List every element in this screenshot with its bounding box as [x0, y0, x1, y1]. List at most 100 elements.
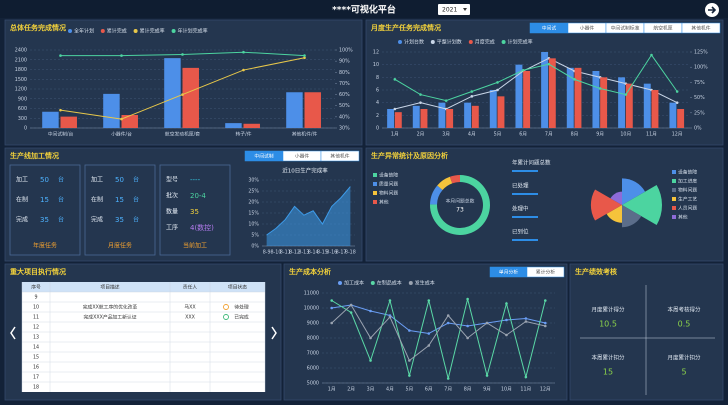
line-dot: [427, 344, 431, 347]
year-select[interactable]: [438, 4, 470, 15]
donut-slice: [437, 176, 453, 191]
y2-tick-label: 25%: [694, 110, 705, 116]
info-label: 数量: [166, 208, 178, 216]
area-line: [266, 186, 351, 236]
bar: [548, 58, 556, 129]
rose-slice: [622, 205, 642, 228]
tab[interactable]: [526, 266, 565, 278]
line-dot: [330, 321, 334, 325]
line-dot: [650, 53, 653, 57]
line-dot: [388, 315, 392, 319]
info-box: [159, 164, 231, 256]
legend-swatch: [338, 281, 342, 285]
y-tick-label: 5%: [251, 233, 259, 239]
y-tick-label: 15%: [248, 211, 259, 217]
tab-label[interactable]: 中间试: [542, 25, 557, 32]
y2-tick-label: 50%: [694, 95, 705, 101]
y2-tick-label: 90%: [339, 59, 350, 65]
line-dot: [349, 311, 353, 314]
y-tick-label: 10%: [248, 222, 259, 228]
bar: [164, 58, 181, 128]
tab-label[interactable]: 中间试制标准: [611, 25, 640, 32]
legend-swatch: [672, 179, 676, 183]
tab-label[interactable]: 小器件: [580, 25, 595, 32]
tab-label[interactable]: 其他机件: [330, 153, 349, 160]
line-dot: [543, 324, 547, 328]
info-label: 加工: [16, 176, 28, 184]
line-dot: [543, 321, 547, 325]
tab-label[interactable]: 累计分析: [536, 269, 555, 276]
legend-label: 人员问题: [678, 205, 697, 212]
table-cell: 12: [33, 325, 39, 331]
bar: [489, 90, 497, 128]
line-dot: [369, 336, 372, 340]
x-tick-label: 11月: [646, 132, 657, 138]
tab[interactable]: [320, 150, 360, 162]
line-dot: [466, 297, 469, 301]
donut-center-value: 73: [456, 207, 464, 214]
kpi-value: 5: [681, 368, 686, 377]
next-arrow[interactable]: [271, 326, 277, 340]
y2-tick-label: 0%: [694, 126, 702, 132]
line-dot: [242, 50, 245, 54]
line-dot: [470, 90, 474, 93]
legend-swatch: [373, 182, 377, 186]
y2-tick-label: 70%: [339, 81, 350, 87]
info-value: ----: [190, 176, 201, 184]
table-cell: 14: [33, 345, 39, 351]
kpi-value: 15: [603, 368, 613, 377]
tab-label[interactable]: 航空机匣: [653, 25, 672, 32]
bar: [420, 109, 428, 128]
info-unit: 台: [58, 216, 64, 224]
bar: [574, 67, 582, 128]
y-tick-label: 30%: [248, 178, 259, 184]
year-select-text: 2021: [442, 7, 457, 14]
info-unit: 台: [133, 196, 139, 204]
line-dot: [466, 324, 469, 328]
tab-label[interactable]: 单月分析: [499, 269, 518, 276]
x-tick-label: 航空发动机匣/套: [165, 131, 200, 138]
legend-label: 累计完成率: [140, 28, 165, 35]
y2-tick-label: 30%: [339, 126, 350, 132]
page-title: ****可视化平台: [332, 4, 396, 16]
x-tick-label: 4月: [468, 132, 476, 138]
line-dot: [181, 53, 184, 56]
bar: [677, 109, 685, 128]
prev-arrow[interactable]: [10, 326, 16, 340]
y-tick-label: 12: [373, 50, 379, 56]
line-dot: [470, 95, 474, 98]
legend-swatch: [373, 191, 377, 195]
legend-label: 平整计划数: [437, 39, 462, 46]
tab[interactable]: [681, 22, 721, 34]
info-footer: 当前加工: [183, 242, 207, 250]
bar: [394, 112, 402, 128]
line-dot: [675, 90, 679, 93]
x-tick-label: 中间试制/台: [48, 131, 74, 138]
line-dot: [393, 78, 397, 81]
info-label: 工序: [166, 224, 178, 232]
bar: [471, 105, 479, 128]
tab-label[interactable]: 中间试制: [254, 153, 273, 160]
line-dot: [444, 99, 448, 102]
y2-tick-label: 50%: [339, 103, 350, 109]
y2-tick-label: 60%: [339, 92, 350, 98]
panel-title: 总体任务完成情况: [10, 23, 66, 32]
y2-tick-label: 80%: [339, 70, 350, 76]
line-dot: [408, 359, 411, 362]
x-tick-label: 8-17: [336, 250, 347, 256]
line: [331, 298, 546, 379]
tab-label[interactable]: 其他机件: [691, 25, 710, 32]
legend-swatch: [373, 200, 377, 204]
legend-label: 质量问题: [379, 181, 398, 188]
legend-swatch: [672, 170, 676, 174]
panel-title: 月度生产任务完成情况: [370, 23, 441, 32]
info-label: 加工: [91, 176, 103, 184]
y2-tick-label: 75%: [694, 80, 705, 86]
bar: [412, 105, 420, 128]
stat-label: 年累计问题总数: [512, 159, 551, 167]
line-dot: [330, 306, 334, 310]
info-label: 型号: [166, 176, 178, 184]
tab-label[interactable]: 小器件: [295, 153, 310, 160]
line-dot: [547, 62, 551, 66]
legend-label: 计划台数: [404, 39, 424, 46]
